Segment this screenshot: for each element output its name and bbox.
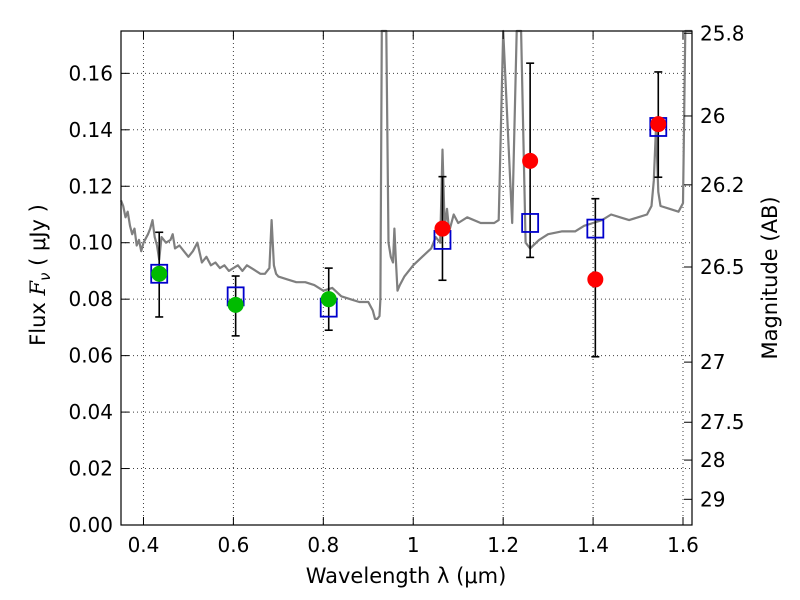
model-photometry-square: [586, 218, 605, 239]
x-tick-label: 1.4: [577, 533, 609, 557]
y2-tick-label: 26.2: [700, 173, 745, 197]
y-tick-label: 0.04: [68, 400, 113, 424]
observed-point: [587, 271, 604, 288]
x-tick-label: 0.4: [128, 533, 160, 557]
observed-point: [650, 116, 667, 133]
x-axis-label: Wavelength λ (μm): [306, 564, 507, 588]
x-tick-label: 0.8: [307, 533, 339, 557]
y-tick-label: 0.08: [68, 287, 113, 311]
y-tick-label: 0.14: [68, 118, 113, 142]
x-axis-ticks: 0.4 0.6 0.8 1 1.2 1.4 1.6: [128, 31, 699, 557]
observed-point: [522, 152, 539, 169]
y-axis-label-subscript: ν: [36, 273, 54, 281]
y2-axis-ticks: 25.8 26 26.2 26.5 27 27.5 28 29: [684, 21, 745, 511]
x-tick-label: 1.2: [487, 533, 519, 557]
y2-tick-label: 26.5: [700, 255, 745, 279]
y-axis-ticks: 0.00 0.02 0.04 0.06 0.08 0.10 0.12 0.14 0.16: [68, 61, 129, 537]
y-tick-label: 0.16: [68, 61, 113, 85]
y-tick-label: 0.02: [68, 457, 113, 481]
x-tick-label: 0.6: [217, 533, 249, 557]
y-axis-label-suffix: ( μJy ): [26, 204, 50, 272]
y2-axis-label: Magnitude (AB): [758, 196, 782, 359]
y-tick-label: 0.00: [68, 513, 113, 537]
observed-point: [151, 265, 168, 282]
y2-tick-label: 27.5: [700, 410, 745, 434]
y2-tick-label: 29: [700, 487, 725, 511]
observed-point: [434, 220, 451, 237]
y2-tick-label: 26: [700, 104, 725, 128]
y-axis-label: Flux Fν ( μJy ): [26, 204, 54, 346]
x-tick-label: 1.6: [667, 533, 699, 557]
y2-tick-label: 28: [700, 448, 725, 472]
model-photometry-square: [521, 213, 540, 233]
plot-frame: [120, 30, 693, 526]
y-axis-label-prefix: Flux: [26, 296, 50, 346]
observed-points-layer: [151, 116, 667, 313]
y-tick-label: 0.12: [68, 174, 113, 198]
y2-tick-label: 27: [700, 350, 725, 374]
observed-point: [320, 291, 337, 308]
spectrum-line: [119, 29, 692, 320]
y2-tick-label: 25.8: [700, 21, 745, 45]
y-tick-label: 0.06: [68, 344, 113, 368]
observed-point: [227, 296, 244, 313]
spectrum-layer: [119, 29, 692, 320]
y-axis-label-symbol: F: [26, 280, 50, 297]
y-tick-label: 0.10: [68, 231, 113, 255]
x-tick-label: 1: [407, 533, 420, 557]
